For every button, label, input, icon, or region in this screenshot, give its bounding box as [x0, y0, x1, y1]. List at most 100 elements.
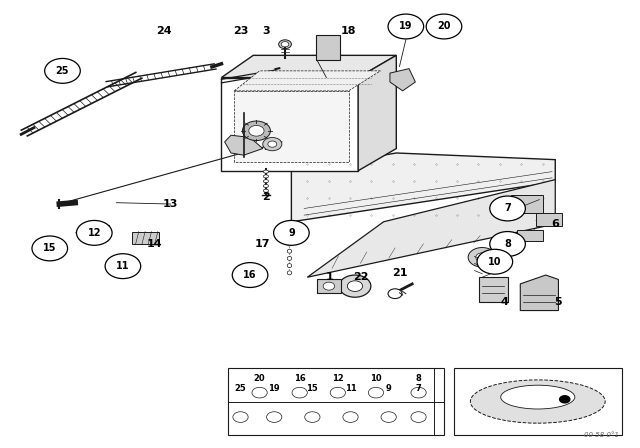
Polygon shape [291, 153, 556, 222]
Circle shape [388, 289, 402, 298]
Polygon shape [234, 91, 349, 162]
Circle shape [411, 412, 426, 422]
Circle shape [323, 282, 335, 290]
Circle shape [273, 220, 309, 246]
Circle shape [381, 412, 396, 422]
Circle shape [348, 281, 363, 292]
Text: 15: 15 [307, 384, 318, 393]
Circle shape [105, 254, 141, 279]
Circle shape [76, 220, 112, 246]
Text: 8: 8 [504, 239, 511, 249]
Polygon shape [234, 71, 380, 91]
Circle shape [477, 249, 513, 274]
Bar [511, 195, 543, 213]
Circle shape [343, 412, 358, 422]
Circle shape [411, 388, 426, 398]
Ellipse shape [287, 263, 292, 267]
Circle shape [305, 412, 320, 422]
Ellipse shape [287, 242, 292, 246]
Text: 16: 16 [243, 270, 257, 280]
Ellipse shape [287, 256, 292, 260]
Circle shape [388, 14, 424, 39]
Circle shape [32, 236, 68, 261]
Bar [479, 277, 508, 302]
Bar [517, 230, 543, 241]
Ellipse shape [264, 170, 269, 173]
Text: 20: 20 [254, 374, 266, 383]
Text: 5: 5 [555, 297, 563, 307]
Text: 1: 1 [326, 272, 333, 282]
Circle shape [292, 388, 307, 398]
Text: 10: 10 [488, 257, 502, 267]
Text: 11: 11 [116, 261, 130, 271]
Circle shape [476, 253, 488, 262]
Circle shape [45, 58, 80, 83]
Text: 6: 6 [551, 219, 559, 229]
Text: 13: 13 [163, 199, 179, 209]
Circle shape [268, 141, 276, 147]
Circle shape [426, 14, 462, 39]
Circle shape [281, 42, 289, 47]
Ellipse shape [500, 385, 575, 409]
Ellipse shape [264, 175, 269, 178]
Text: 16: 16 [294, 374, 305, 383]
Circle shape [278, 40, 291, 49]
Bar [132, 232, 159, 244]
Polygon shape [358, 56, 396, 171]
Circle shape [468, 248, 496, 267]
Text: 00 58 0°1: 00 58 0°1 [584, 432, 619, 438]
Circle shape [243, 121, 271, 141]
Text: 14: 14 [147, 239, 163, 249]
Bar [84, 225, 109, 235]
Circle shape [233, 412, 248, 422]
Circle shape [369, 388, 383, 398]
Text: 4: 4 [500, 297, 508, 307]
Text: 12: 12 [88, 228, 101, 238]
Text: 11: 11 [345, 384, 356, 393]
Text: 2: 2 [262, 192, 270, 202]
Polygon shape [307, 180, 556, 277]
Text: 20: 20 [437, 22, 451, 31]
Ellipse shape [264, 185, 269, 188]
Bar [228, 368, 444, 435]
Circle shape [267, 412, 282, 422]
Text: 15: 15 [43, 243, 56, 254]
Text: 12: 12 [332, 374, 344, 383]
Ellipse shape [287, 249, 292, 253]
Ellipse shape [287, 271, 292, 275]
Bar [454, 368, 622, 435]
Circle shape [490, 232, 525, 256]
Bar [316, 35, 340, 60]
Text: 9: 9 [386, 384, 392, 393]
Text: 18: 18 [341, 26, 356, 36]
Polygon shape [390, 69, 415, 91]
Bar [536, 213, 562, 226]
Circle shape [559, 396, 570, 403]
Text: 25: 25 [56, 66, 69, 76]
Text: 7: 7 [415, 384, 421, 393]
Ellipse shape [264, 189, 269, 192]
Text: 17: 17 [255, 239, 271, 249]
Polygon shape [225, 135, 263, 155]
Polygon shape [221, 78, 358, 171]
Text: 3: 3 [262, 26, 270, 36]
Text: 25: 25 [235, 384, 246, 393]
Text: 21: 21 [392, 268, 407, 278]
Text: 9: 9 [288, 228, 295, 238]
Circle shape [263, 138, 282, 151]
Circle shape [490, 196, 525, 221]
Circle shape [252, 388, 268, 398]
Polygon shape [520, 275, 559, 310]
Ellipse shape [470, 380, 605, 423]
Text: 23: 23 [233, 26, 248, 36]
Text: 7: 7 [504, 203, 511, 213]
Polygon shape [221, 56, 396, 78]
Bar [317, 280, 341, 293]
Ellipse shape [264, 180, 269, 183]
Text: 19: 19 [399, 22, 413, 31]
Text: 24: 24 [156, 26, 172, 36]
Circle shape [232, 263, 268, 288]
Circle shape [339, 275, 371, 297]
Circle shape [249, 125, 264, 136]
Text: 8: 8 [415, 374, 421, 383]
